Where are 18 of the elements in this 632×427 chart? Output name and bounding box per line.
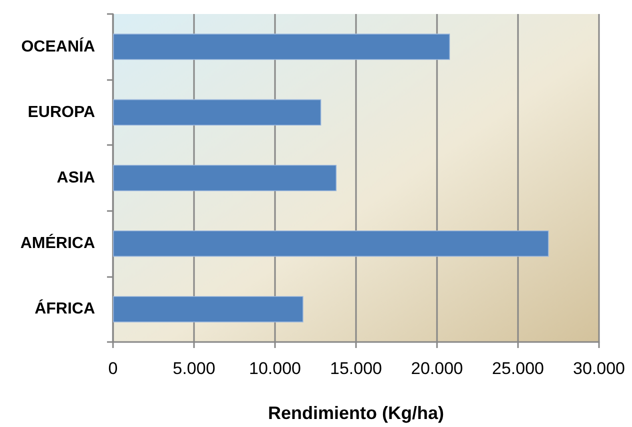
bar (113, 296, 304, 322)
y-tick-label: AMÉRICA (20, 233, 96, 252)
y-tick-label: EUROPA (28, 104, 96, 121)
x-tick-label: 0 (108, 359, 118, 378)
x-axis-title: Rendimiento (Kg/ha) (268, 403, 444, 423)
x-tick-label: 20.000 (411, 359, 463, 378)
bar (113, 34, 450, 60)
bar (113, 230, 549, 257)
bar (113, 99, 322, 126)
bar (113, 164, 337, 192)
x-tick-label: 5.000 (172, 359, 216, 378)
y-tick-label: ÁFRICA (34, 298, 96, 318)
y-tick-label: OCEANÍA (21, 36, 96, 56)
x-tick-label: 30.000 (573, 359, 625, 378)
x-tick-label: 10.000 (249, 359, 301, 378)
y-tick-label: ASIA (56, 170, 96, 186)
x-tick-label: 15.000 (330, 359, 382, 378)
x-tick-label: 25.000 (492, 359, 544, 378)
